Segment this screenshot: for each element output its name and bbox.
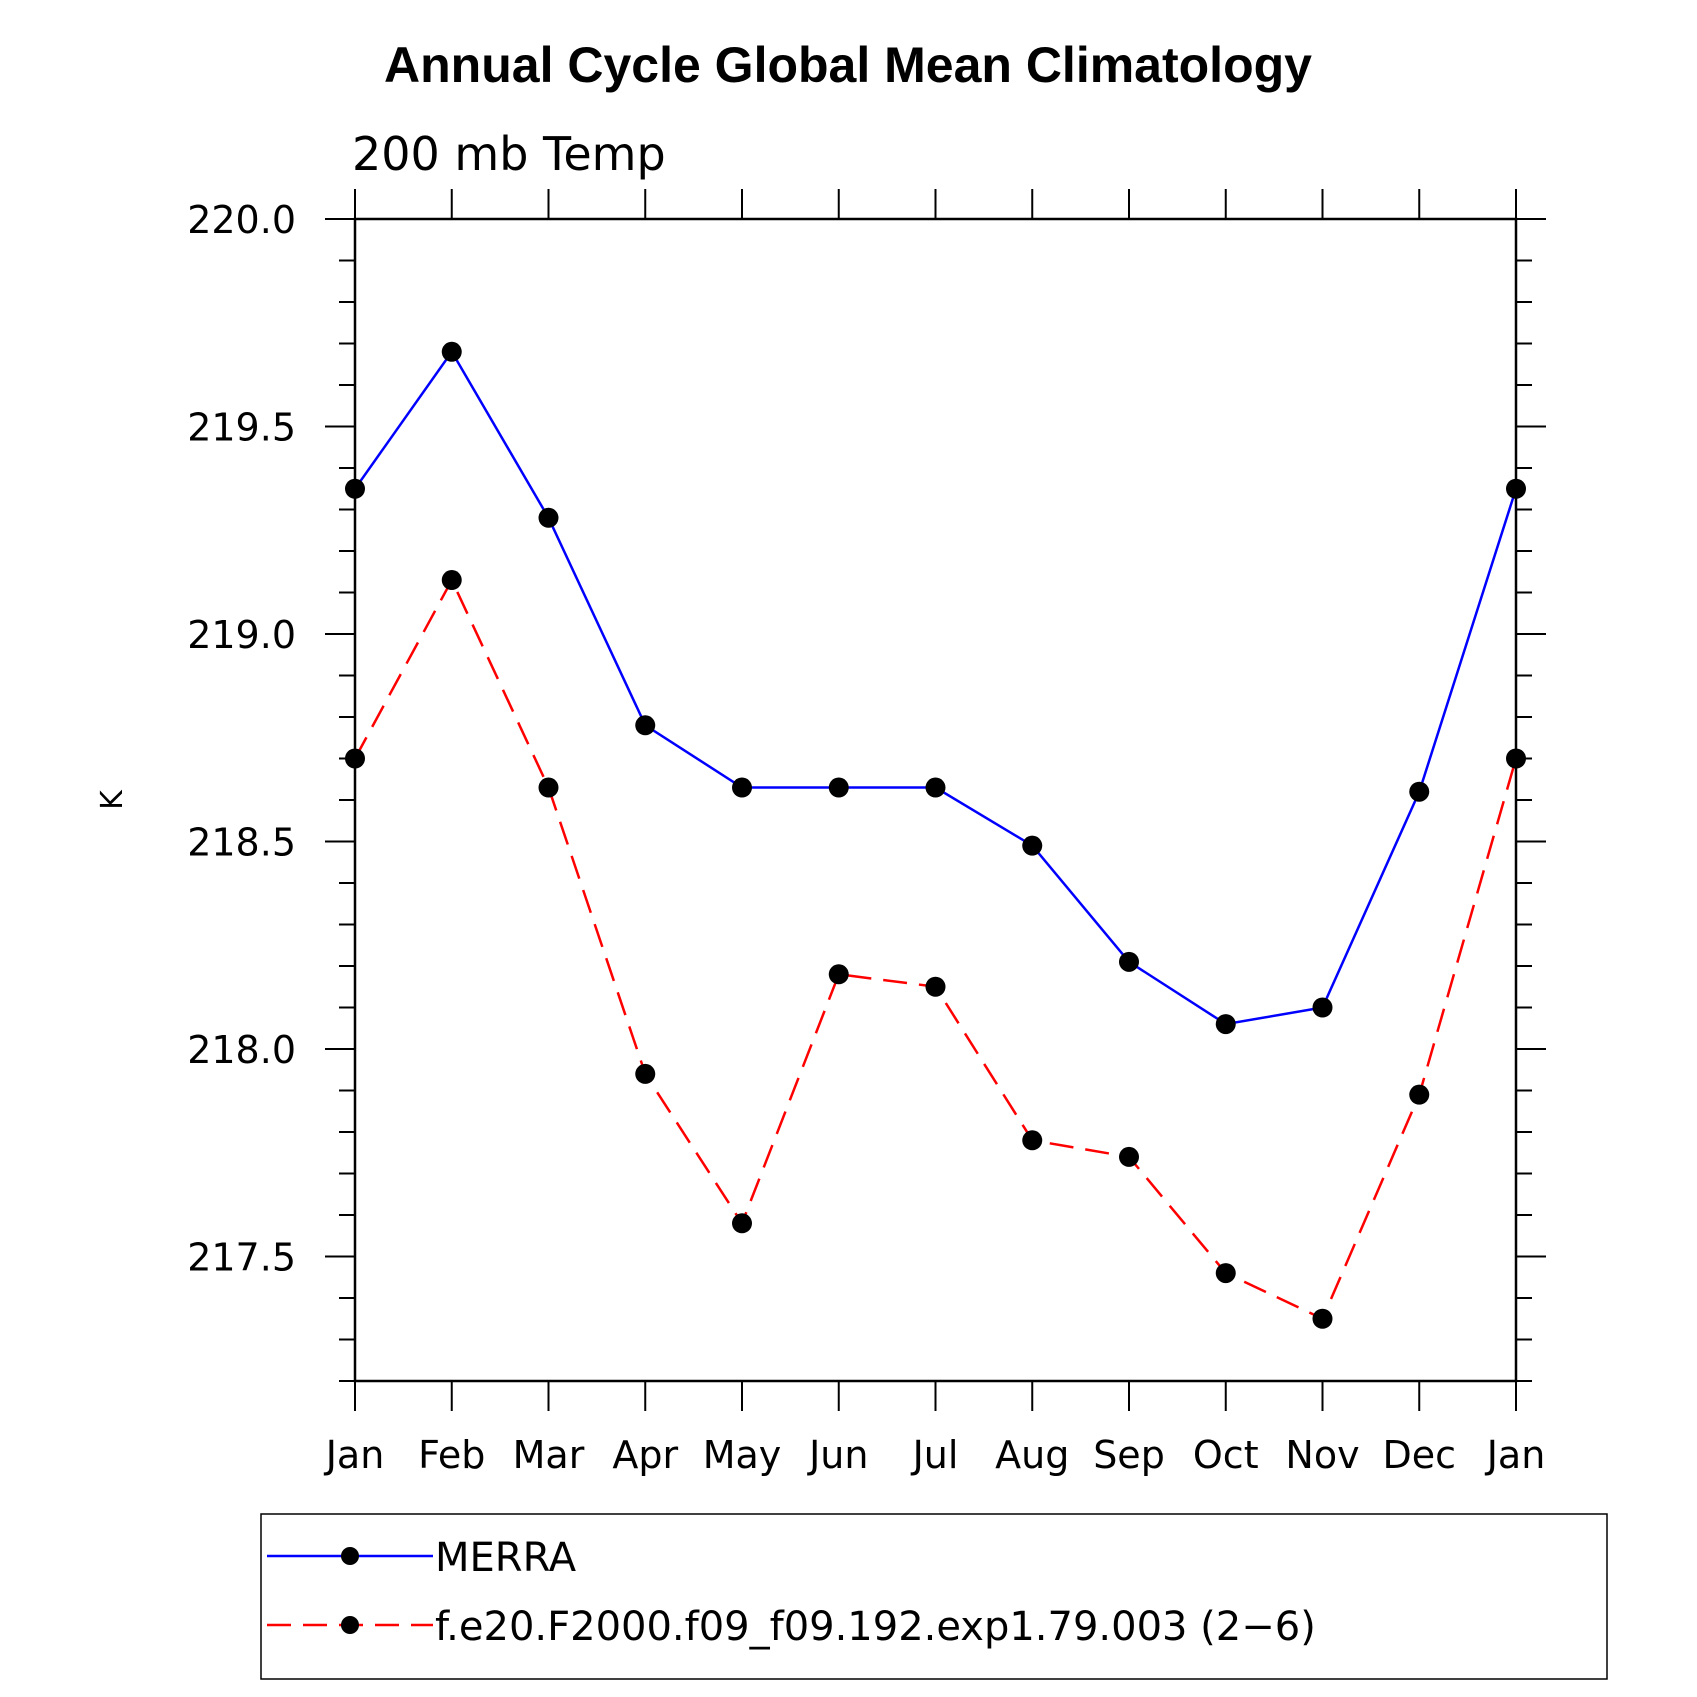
series-line-0 (353, 349, 1518, 1026)
x-tick-label: May (703, 1433, 782, 1477)
x-tick-label: Oct (1193, 1433, 1259, 1477)
legend-box (260, 1513, 1608, 1680)
data-point-0-10 (1312, 997, 1333, 1018)
chart-title: Annual Cycle Global Mean Climatology (384, 37, 1312, 93)
data-point-0-3 (635, 715, 656, 736)
data-point-0-6 (925, 777, 946, 798)
legend-label-merra: MERRA (435, 1535, 577, 1581)
y-axis-label: K (95, 789, 130, 810)
data-point-1-5 (828, 964, 849, 985)
x-tick-label: Feb (418, 1433, 485, 1477)
y-tick-labels: 217.5 218.0 218.5 219.0 219.5 220.0 (187, 198, 296, 1280)
chart-subtitle: 200 mb Temp (352, 127, 666, 181)
x-tick-labels: Jan Feb Mar Apr May Jun Jul Aug Sep Oct Nov Dec Jan (324, 1433, 1546, 1477)
y-tick-label: 217.5 (187, 1236, 296, 1280)
legend: MERRA f.e20.F2000.f09_f09.192.exp1.79.00… (260, 1513, 1608, 1680)
y-tick-label: 220.0 (187, 198, 296, 242)
x-tick-label: Jun (807, 1433, 868, 1477)
data-point-0-5 (828, 777, 849, 798)
x-tick-label: Jan (324, 1433, 385, 1477)
x-tick-label: Apr (612, 1433, 678, 1477)
data-point-1-4 (732, 1213, 752, 1234)
x-tick-label: Jan (1485, 1433, 1546, 1477)
data-point-0-1 (441, 341, 462, 362)
data-point-0-11 (1409, 781, 1430, 802)
data-point-0-8 (1119, 951, 1139, 972)
data-point-1-9 (1215, 1263, 1236, 1284)
legend-marker-merra (341, 1547, 359, 1565)
y-tick-label: 218.5 (187, 821, 296, 865)
y-tick-label: 218.0 (187, 1028, 296, 1072)
x-tick-label: Dec (1382, 1433, 1456, 1477)
data-point-1-8 (1119, 1146, 1139, 1167)
y-tick-label: 219.0 (187, 613, 296, 657)
data-point-0-7 (1022, 835, 1043, 856)
x-tick-label: Sep (1093, 1433, 1165, 1477)
series-line-1 (353, 577, 1518, 1321)
data-point-1-2 (538, 777, 559, 798)
x-tick-label: Nov (1285, 1433, 1359, 1477)
data-point-0-4 (732, 777, 752, 798)
x-tick-label: Mar (513, 1433, 585, 1477)
axis-ticks (325, 189, 1546, 1411)
data-point-1-1 (441, 570, 462, 591)
legend-label-model: f.e20.F2000.f09_f09.192.exp1.79.003 (2−6… (435, 1604, 1316, 1650)
data-point-1-7 (1022, 1130, 1043, 1151)
y-tick-label: 219.5 (187, 406, 296, 450)
data-point-1-3 (635, 1063, 656, 1084)
series-lines (353, 349, 1518, 1321)
x-tick-label: Jul (911, 1433, 959, 1477)
plot-frame (353, 217, 1518, 1383)
x-tick-label: Aug (995, 1433, 1069, 1477)
series-markers (345, 341, 1526, 1329)
data-point-1-11 (1409, 1084, 1430, 1105)
data-point-1-10 (1312, 1308, 1333, 1329)
data-point-0-9 (1215, 1014, 1236, 1035)
data-point-1-6 (925, 976, 946, 997)
legend-marker-model (341, 1616, 359, 1634)
data-point-0-2 (538, 507, 559, 528)
